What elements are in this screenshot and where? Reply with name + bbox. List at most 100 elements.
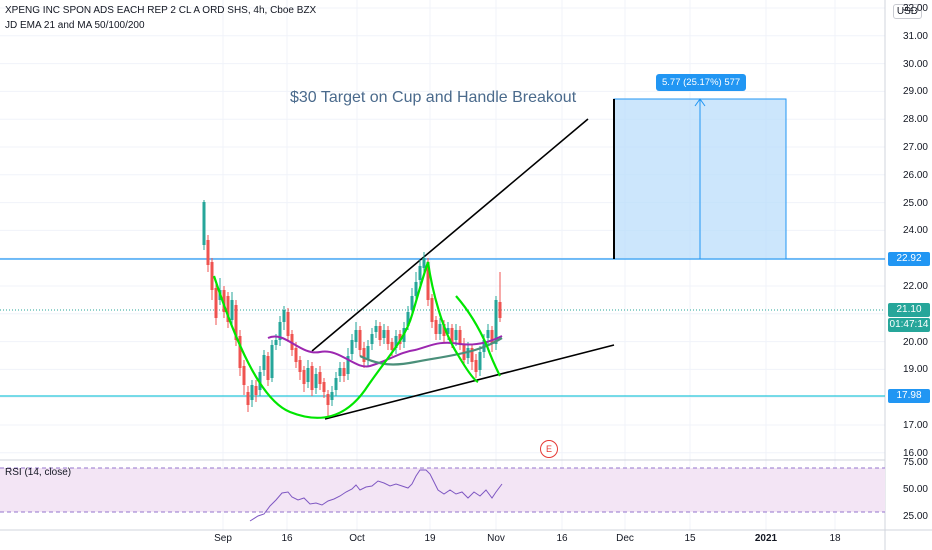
candle-body <box>258 372 262 390</box>
time-axis-tick: Oct <box>349 533 365 544</box>
cup-curve <box>212 261 479 419</box>
candle-body <box>322 382 326 392</box>
candle-body <box>354 330 358 342</box>
candle-body <box>346 356 350 374</box>
candle-body <box>386 330 390 344</box>
candle-body <box>374 326 378 332</box>
candle-body <box>338 368 342 376</box>
candle-body <box>278 322 282 340</box>
candle-body <box>286 312 290 336</box>
candle-body <box>282 310 286 322</box>
indicator-title: JD EMA 21 and MA 50/100/200 <box>5 20 145 31</box>
candle-body <box>234 305 238 340</box>
candle-body <box>394 336 398 348</box>
earnings-marker-icon[interactable]: E <box>540 440 558 458</box>
target-arrowhead <box>694 98 706 107</box>
candle-body <box>242 366 246 385</box>
measure-label: 5.77 (25.17%) 577 <box>656 74 747 91</box>
price-axis-tick: 19.00 <box>902 364 928 376</box>
ema-21-line <box>267 335 503 368</box>
candle-body <box>362 348 366 362</box>
candle-body <box>382 330 386 338</box>
rsi-axis-tick: 25.00 <box>902 511 928 522</box>
candle-body <box>314 374 318 388</box>
price-axis-tick: 30.00 <box>902 58 928 70</box>
rsi-label: RSI (14, close) <box>5 467 72 478</box>
lower-trend-line <box>324 344 615 420</box>
rsi-band <box>0 468 885 512</box>
candle-body <box>450 328 454 342</box>
candle-body <box>474 360 478 372</box>
time-axis-tick: 2021 <box>754 533 778 544</box>
candle-body <box>246 392 250 405</box>
price-axis-tick: 22.00 <box>902 281 928 292</box>
candle-body <box>486 330 490 338</box>
time-axis-tick: 18 <box>829 533 841 544</box>
candle-body <box>390 342 394 350</box>
last-price-tag: 21.10 <box>888 303 930 317</box>
candle-body <box>406 312 410 326</box>
candle-body <box>442 324 446 336</box>
candle-body <box>330 392 334 400</box>
price-axis-tick: 20.00 <box>902 336 928 348</box>
candle-body <box>326 394 330 405</box>
candle-body <box>494 300 498 344</box>
candle-body <box>274 340 278 345</box>
price-axis-tick: 24.00 <box>902 225 928 237</box>
time-axis-tick: Sep <box>214 533 232 544</box>
candle-body <box>206 240 210 265</box>
candle-body <box>298 360 302 372</box>
candle-body <box>366 346 370 360</box>
candle-body <box>490 330 494 344</box>
time-axis-tick: 16 <box>556 533 568 544</box>
candle-body <box>254 386 258 395</box>
candle-body <box>342 368 346 376</box>
candle-body <box>318 372 322 384</box>
candle-body <box>226 296 230 322</box>
handle-curve <box>455 295 501 377</box>
candle-body <box>214 288 218 318</box>
rsi-axis-tick: 75.00 <box>902 457 928 468</box>
candle-body <box>454 330 458 340</box>
upper-trend-line <box>311 118 589 352</box>
ma-50-line <box>359 337 503 366</box>
time-axis-tick: Nov <box>487 533 505 544</box>
candle-body <box>478 352 482 370</box>
candle-body <box>334 378 338 390</box>
candle-body <box>310 366 314 390</box>
countdown-tag: 01:47:14 <box>888 318 930 332</box>
price-axis-tick: 32.00 <box>902 3 928 14</box>
candle-body <box>418 266 422 280</box>
candle-body <box>458 330 462 344</box>
candle-body <box>410 296 414 310</box>
rsi-axis-tick: 50.00 <box>902 484 928 495</box>
price-axis-tick: 27.00 <box>902 142 928 153</box>
time-axis-tick: 19 <box>424 533 436 544</box>
candle-body <box>302 370 306 384</box>
candle-body <box>446 328 450 334</box>
candle-body <box>414 282 418 296</box>
price-axis-tick: 16.00 <box>902 447 928 459</box>
candle-body <box>434 320 438 334</box>
time-axis-tick: 16 <box>281 533 293 544</box>
price-axis-tick: 28.00 <box>902 114 928 126</box>
candle-body <box>270 345 274 378</box>
candle-body <box>422 258 426 268</box>
candle-body <box>266 356 270 380</box>
target-annotation: $30 Target on Cup and Handle Breakout <box>290 89 577 106</box>
time-axis-tick: Dec <box>616 533 634 544</box>
support-price-tag: 17.98 <box>888 389 930 403</box>
candle-body <box>238 336 242 368</box>
price-axis-tick: 31.00 <box>902 30 928 42</box>
candle-body <box>210 262 214 290</box>
currency-button[interactable]: USD <box>892 4 922 19</box>
candle-body <box>438 324 442 334</box>
price-axis-tick: 17.00 <box>902 420 928 431</box>
candle-body <box>306 368 310 382</box>
time-axis-tick: 15 <box>684 533 696 544</box>
candle-body <box>358 330 362 350</box>
candle-body <box>202 202 206 245</box>
candle-body <box>230 300 234 320</box>
candle-body <box>294 348 298 362</box>
